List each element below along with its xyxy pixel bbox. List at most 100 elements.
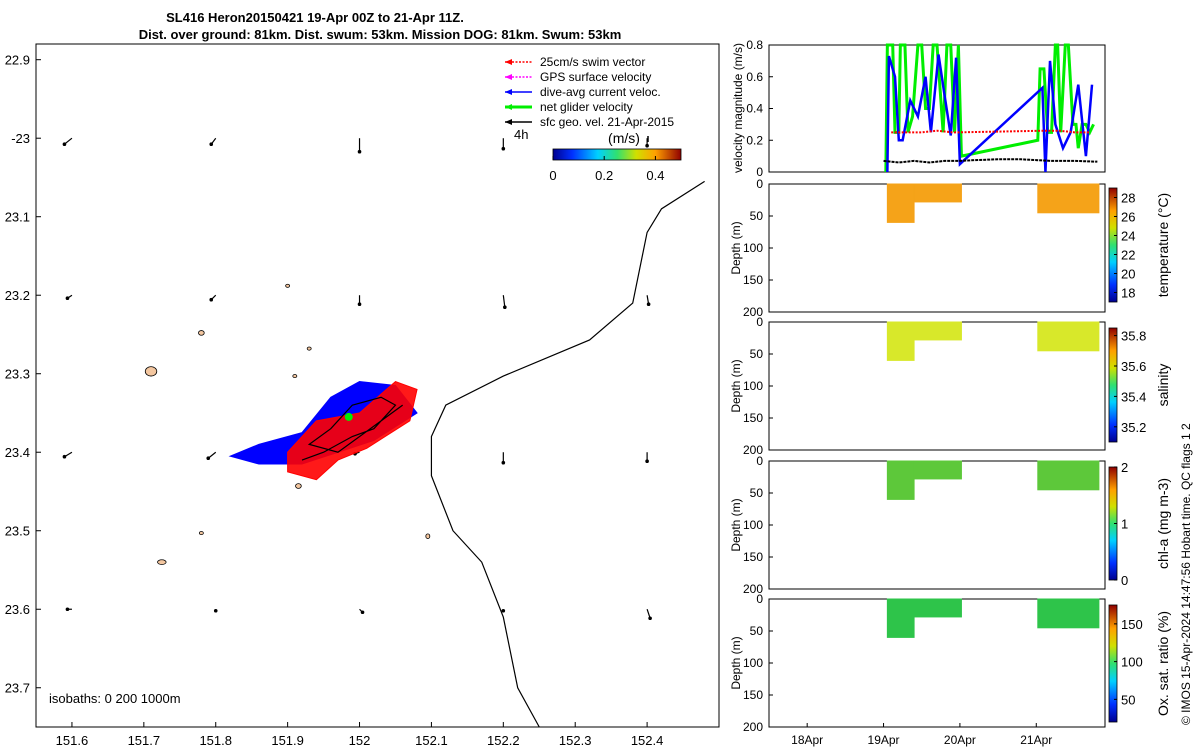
geo-velocity-arrowhead — [503, 305, 507, 310]
legend-label: sfc geo. vel. 21-Apr-2015 — [540, 115, 674, 129]
island — [198, 531, 204, 536]
profile-data-block — [1037, 598, 1100, 629]
profile-data-block — [886, 598, 915, 638]
depth-ylabel: Depth (m) — [729, 636, 743, 689]
depth-ylabel: Depth (m) — [729, 221, 743, 274]
profile-data-block — [1037, 460, 1100, 491]
geo-velocity-arrowhead — [648, 616, 652, 621]
profile-data-block — [913, 321, 962, 341]
depth-ytick-label: 200 — [743, 305, 763, 319]
depth-ytick-label: 50 — [750, 209, 764, 223]
depth-ytick-label: 100 — [743, 656, 763, 670]
profile-data-block — [913, 460, 962, 480]
geo-velocity-arrowhead — [646, 302, 651, 307]
title-line-2: Dist. over ground: 81km. Dist. swum: 53k… — [139, 27, 622, 42]
depth-colorbar — [1108, 604, 1118, 723]
velocity-series-line — [886, 54, 1094, 173]
chla-panel: 0 50 100 150 200 Depth (m) 0 1 2 chl-a (mg m-3) — [729, 454, 1171, 596]
depth-ytick-label: 100 — [743, 518, 763, 532]
depth-colorbar-tick-label: 0 — [1121, 573, 1128, 588]
date-xtick-label: 19Apr — [868, 733, 900, 747]
velocity-series-line — [884, 43, 1095, 173]
profile-data-block — [913, 598, 962, 618]
depth-colorbar-tick-label: 1 — [1121, 517, 1128, 532]
map-ytick-label: 23.1 — [5, 210, 30, 225]
geo-velocity-arrowhead — [501, 146, 506, 151]
geo-velocity-arrowhead — [62, 454, 67, 459]
footer-note: © IMOS 15-Apr-2024 14:47:56 Hobart time.… — [1179, 423, 1193, 725]
geo-velocity-arrowhead — [213, 608, 218, 613]
depth-colorbar-label: salinity — [1155, 364, 1171, 407]
glider-track — [301, 396, 404, 461]
geo-velocity-arrowhead — [65, 607, 70, 612]
depth-colorbar-tick-label: 2 — [1121, 460, 1128, 475]
velocity-ytick-label: 0.4 — [746, 102, 763, 116]
depth-ytick-label: 50 — [750, 624, 764, 638]
depth-ytick-label: 200 — [743, 720, 763, 734]
depth-colorbar — [1108, 187, 1118, 303]
depth-ytick-label: 0 — [756, 315, 763, 329]
net-glider-velocity — [344, 412, 353, 421]
map-xtick-label: 152 — [349, 733, 371, 748]
map-xtick-label: 152.4 — [631, 733, 664, 748]
map-xtick-label: 152.2 — [487, 733, 520, 748]
depth-colorbar-label: Ox. sat. ratio (%) — [1155, 611, 1171, 716]
map-ytick-label: 22.9 — [5, 53, 30, 68]
geo-velocity-arrowhead — [501, 460, 506, 465]
depth-colorbar-label: chl-a (mg m-3) — [1155, 478, 1171, 569]
depth-ytick-label: 200 — [743, 582, 763, 596]
geo-velocity-arrowhead — [501, 608, 506, 613]
geo-velocity-arrowhead — [357, 149, 362, 154]
velocity-series-line — [891, 129, 1090, 134]
depth-ytick-label: 0 — [756, 454, 763, 468]
date-xtick-label: 21Apr — [1020, 733, 1052, 747]
geo-velocity-arrowhead — [209, 297, 214, 302]
depth-ytick-label: 50 — [750, 486, 764, 500]
velocity-ytick-label: 0.6 — [746, 70, 763, 84]
depth-ytick-label: 200 — [743, 443, 763, 457]
legend-arrowhead — [505, 119, 512, 125]
map-colorbar-tick-label: 0 — [549, 168, 556, 183]
legend-label: GPS surface velocity — [540, 70, 651, 84]
depth-colorbar-tick-label: 28 — [1121, 191, 1135, 206]
depth-colorbar-label: temperature (°C) — [1155, 193, 1171, 297]
map-ytick-label: 23.4 — [5, 445, 30, 460]
swim-vectors — [287, 381, 418, 481]
island — [144, 366, 158, 377]
geo-velocity-arrowhead — [62, 142, 67, 147]
depth-colorbar-tick-label: 20 — [1121, 267, 1135, 282]
temperature-panel: 0 50 100 150 200 Depth (m) 18 20 22 24 26 28 tempera… — [729, 177, 1171, 319]
depth-ytick-label: 100 — [743, 379, 763, 393]
legend-arrowhead — [505, 59, 512, 65]
legend-label: dive-avg current veloc. — [540, 85, 661, 99]
map-ytick-label: 23.3 — [5, 367, 30, 382]
coastline — [430, 180, 705, 728]
map-ytick-label: -23 — [11, 131, 30, 146]
velocity-ytick-label: 0.8 — [746, 38, 763, 52]
map-xtick-label: 151.6 — [56, 733, 89, 748]
depth-colorbar-tick-label: 35.8 — [1121, 329, 1146, 344]
map-ytick-label: 23.5 — [5, 524, 30, 539]
depth-colorbar-tick-label: 26 — [1121, 210, 1135, 225]
profile-data-block — [886, 460, 915, 500]
legend-arrowhead — [505, 89, 512, 95]
island — [306, 346, 312, 351]
depth-ytick-label: 150 — [743, 688, 763, 702]
island — [198, 330, 205, 336]
map-xtick-label: 151.7 — [128, 733, 161, 748]
geo-velocity-arrowhead — [357, 302, 362, 307]
depth-colorbar-tick-label: 50 — [1121, 692, 1135, 707]
date-xtick-label: 18Apr — [791, 733, 823, 747]
velocity-ytick-label: 0 — [756, 165, 763, 179]
island — [157, 559, 167, 565]
depth-colorbar-tick-label: 35.6 — [1121, 359, 1146, 374]
legend-arrowhead — [505, 104, 512, 110]
profile-data-block — [886, 183, 915, 223]
map-xtick-label: 152.1 — [415, 733, 448, 748]
depth-colorbar-tick-label: 22 — [1121, 248, 1135, 263]
velocity-ylabel: velocity magnitude (m/s) — [731, 43, 745, 173]
profile-data-block — [913, 183, 962, 203]
depth-colorbar-tick-label: 150 — [1121, 617, 1143, 632]
island — [285, 283, 291, 288]
